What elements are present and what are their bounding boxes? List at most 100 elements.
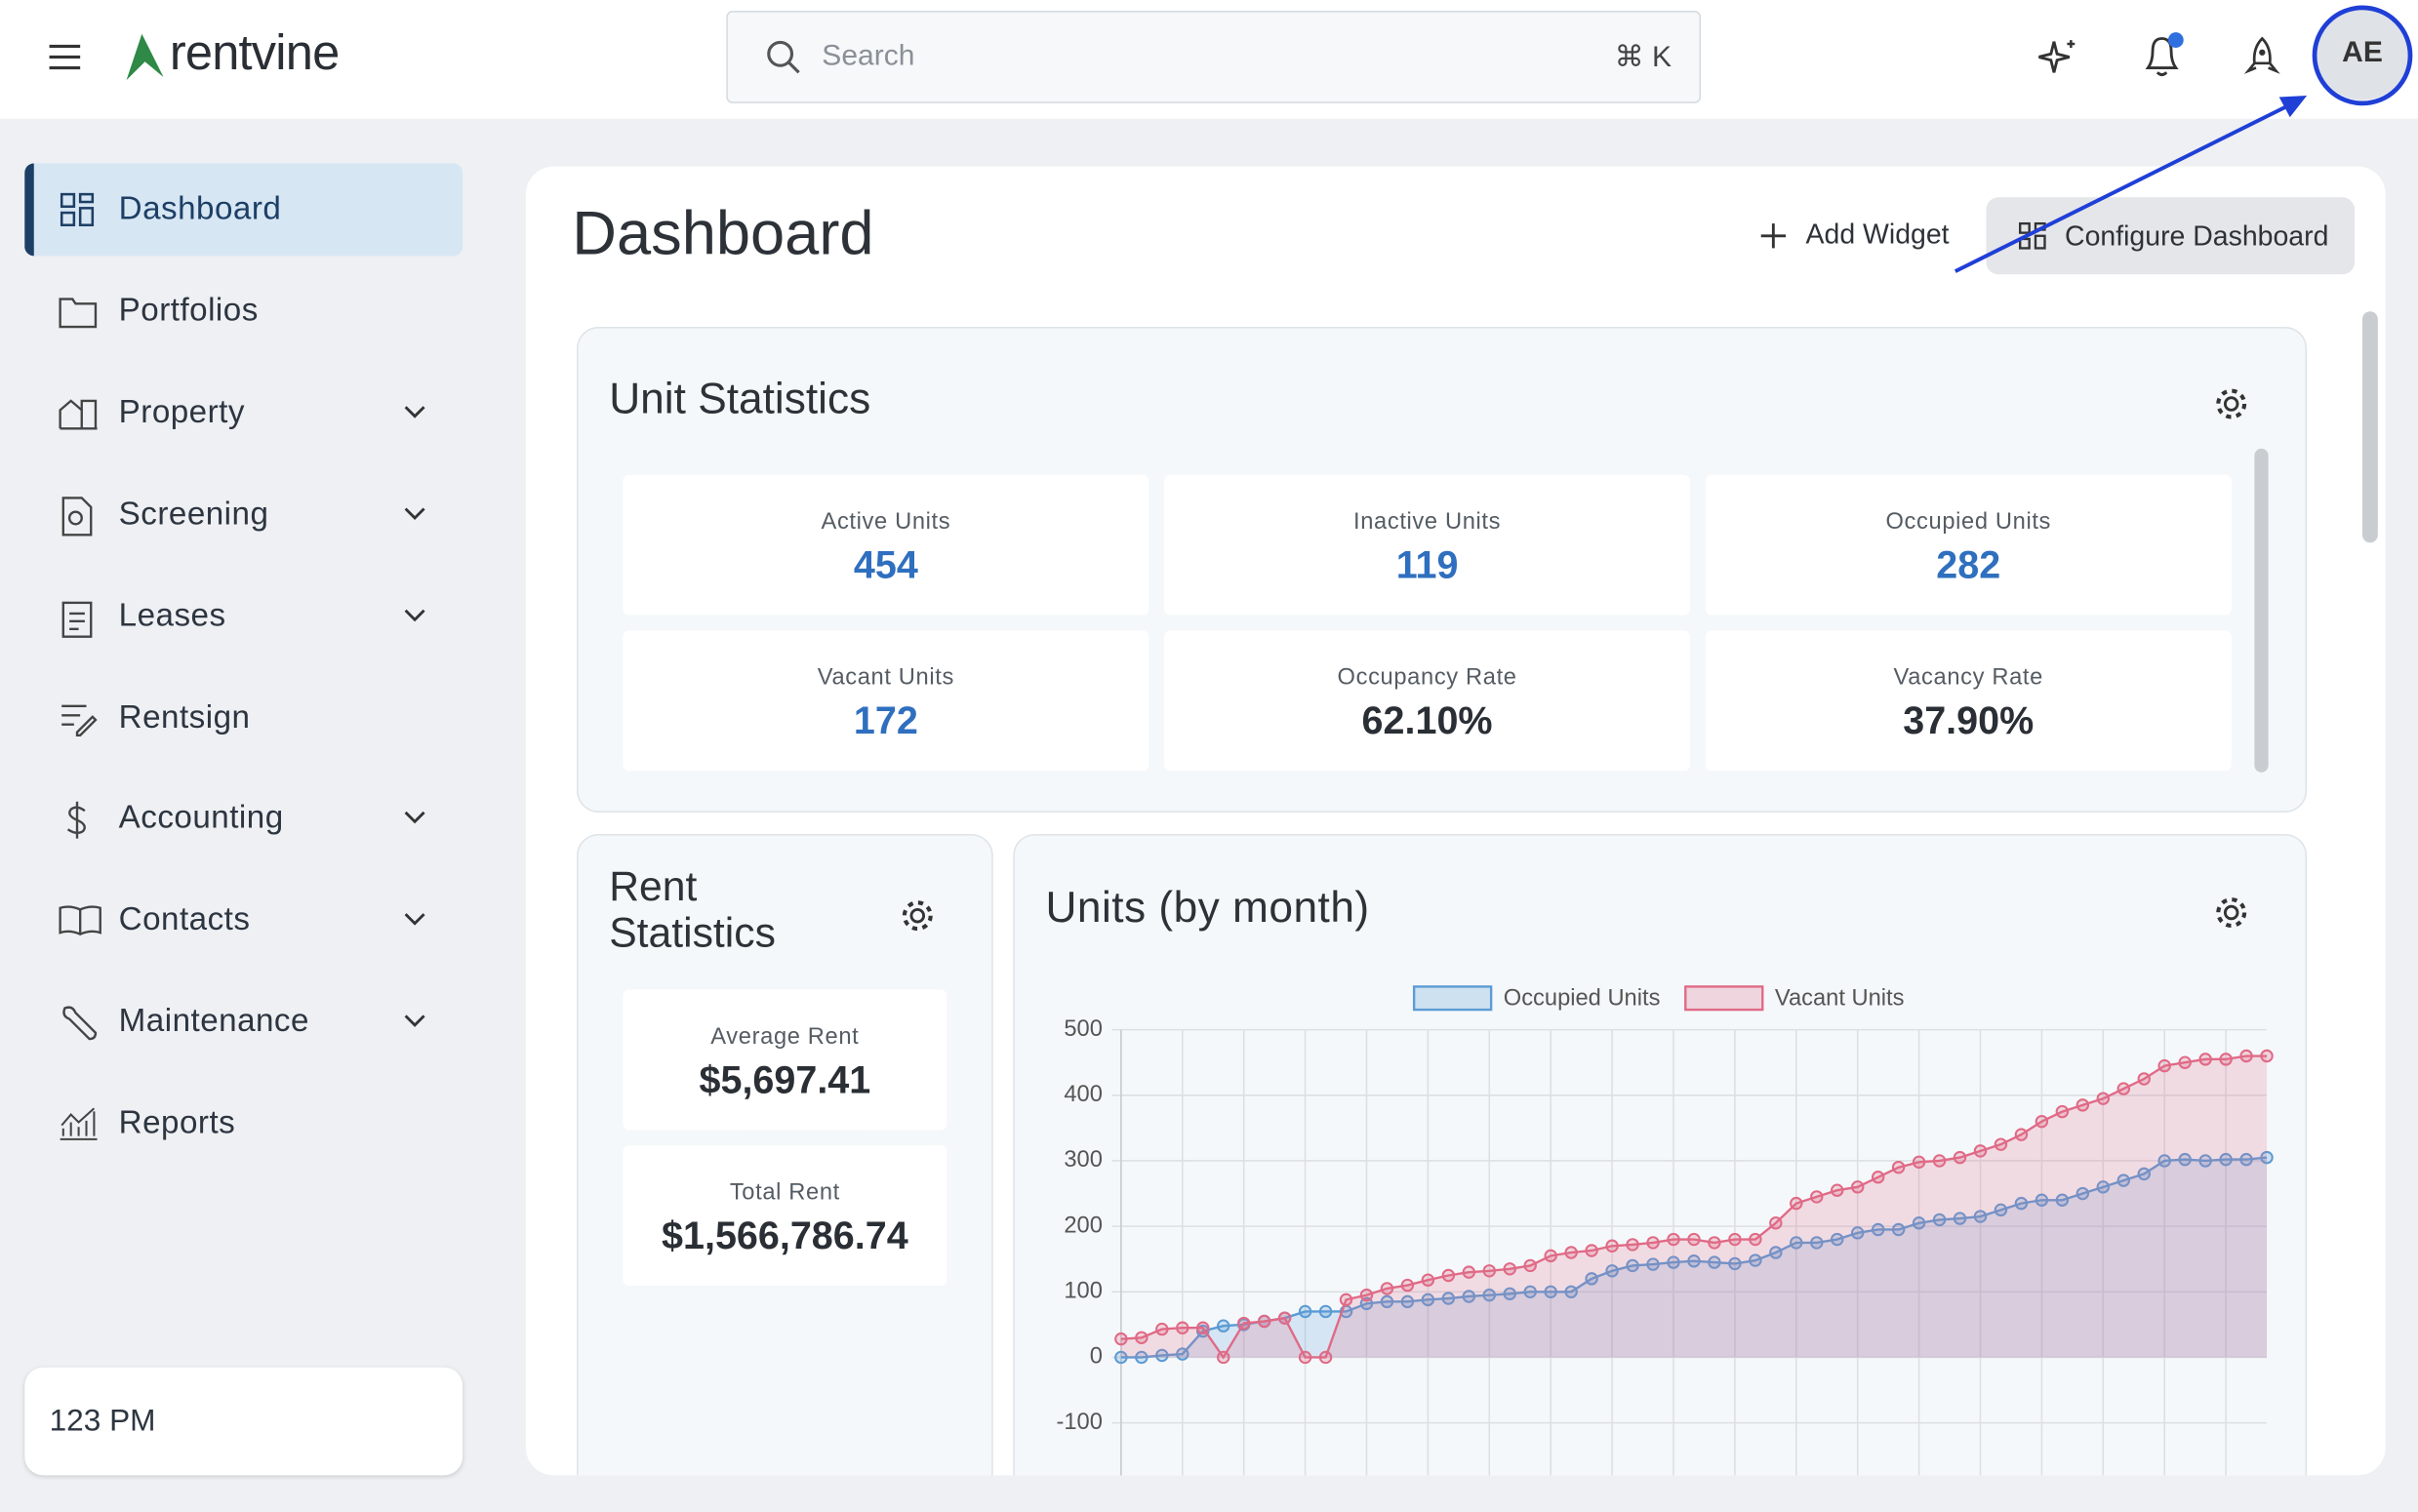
data-point	[1114, 1350, 1128, 1365]
data-point	[1155, 1348, 1169, 1363]
data-point	[1400, 1294, 1415, 1309]
data-point	[2035, 1193, 2049, 1207]
stat-label: Vacancy Rate	[1893, 664, 2043, 691]
notifications-button[interactable]	[2140, 31, 2186, 81]
logo[interactable]: rentvine	[169, 24, 340, 81]
nav-icon	[61, 497, 93, 537]
data-point	[1523, 1285, 1537, 1299]
stat-label: Average Rent	[710, 1023, 860, 1051]
stat-label: Vacant Units	[817, 664, 954, 691]
data-point	[1564, 1246, 1578, 1259]
data-point	[2116, 1082, 2130, 1095]
configure-label: Configure Dashboard	[2065, 219, 2329, 251]
data-point	[1196, 1321, 1210, 1334]
scrollbar[interactable]	[2254, 448, 2269, 773]
settings-button[interactable]	[899, 897, 936, 935]
data-point	[1708, 1255, 1721, 1269]
stat-card: Occupancy Rate 62.10%	[1164, 630, 1691, 772]
data-point	[1831, 1183, 1844, 1197]
nav-label: Maintenance	[118, 1003, 309, 1040]
account-box[interactable]: 123 PM	[24, 1367, 463, 1476]
chevron	[404, 1015, 425, 1027]
data-point	[2014, 1196, 2029, 1211]
stat-card: Vacant Units 172	[623, 630, 1149, 772]
stat-label: Occupied Units	[1885, 508, 2052, 536]
data-point	[1871, 1222, 1885, 1237]
nav-item[interactable]: Rentsign	[24, 672, 463, 765]
nav-item[interactable]: Screening	[24, 468, 463, 561]
nav-icon	[66, 801, 86, 839]
data-point	[2157, 1058, 2171, 1073]
nav-item[interactable]: Leases	[24, 571, 463, 663]
avatar[interactable]: AE	[2316, 7, 2409, 100]
data-point	[1503, 1287, 1516, 1301]
nav-icon	[59, 298, 98, 329]
data-point	[1605, 1239, 1619, 1253]
data-point	[1482, 1264, 1497, 1278]
data-point	[1216, 1350, 1230, 1365]
data-point	[1728, 1256, 1742, 1271]
data-point	[2178, 1055, 2192, 1069]
y-tick-label: 0	[1090, 1344, 1103, 1370]
data-point	[1749, 1232, 1762, 1247]
data-point	[2137, 1167, 2151, 1181]
data-point	[2055, 1193, 2070, 1207]
data-point	[2260, 1150, 2274, 1165]
data-point	[1831, 1232, 1844, 1247]
data-point	[2035, 1114, 2049, 1129]
data-point	[1605, 1264, 1619, 1278]
chevron	[404, 406, 425, 418]
data-point	[1359, 1288, 1374, 1302]
data-point	[1790, 1236, 1803, 1250]
nav-item[interactable]: Portfolios	[24, 265, 463, 358]
data-point	[1482, 1288, 1497, 1302]
legend-label: Vacant Units	[1775, 985, 1905, 1011]
y-tick-label: -100	[1056, 1410, 1102, 1435]
data-point	[1769, 1246, 1783, 1259]
stat-card: Active Units 454	[623, 474, 1149, 616]
series-area	[1120, 1055, 2268, 1358]
settings-button[interactable]	[2213, 385, 2250, 422]
data-point	[1626, 1238, 1639, 1252]
y-tick-label: 100	[1064, 1279, 1103, 1304]
stat-value: 172	[853, 699, 918, 743]
configure-button[interactable]: Configure Dashboard	[1986, 197, 2356, 275]
nav-item[interactable]: Contacts	[24, 874, 463, 967]
nav-icon	[60, 1107, 98, 1140]
data-point	[2157, 1154, 2171, 1168]
data-point	[2239, 1049, 2253, 1063]
ai-button[interactable]	[2038, 37, 2078, 77]
add-widget-button[interactable]: Add Widget	[1759, 219, 1950, 251]
scrollbar[interactable]	[2362, 311, 2378, 543]
data-point	[1441, 1268, 1456, 1283]
nav-item[interactable]: Maintenance	[24, 975, 463, 1068]
data-point	[1912, 1216, 1926, 1230]
launch-button[interactable]	[2243, 35, 2280, 78]
search-box[interactable]: Search ⌘ K	[726, 11, 1702, 103]
nav-item[interactable]: Dashboard	[24, 163, 463, 257]
data-point	[1728, 1232, 1742, 1247]
data-point	[2198, 1154, 2212, 1168]
y-tick-label: 200	[1064, 1213, 1103, 1238]
y-tick-label: 300	[1064, 1147, 1103, 1173]
nav-label: Reports	[118, 1105, 236, 1141]
nav-item[interactable]: Accounting	[24, 773, 463, 865]
settings-button[interactable]	[2213, 895, 2250, 932]
nav-icon	[62, 1006, 98, 1041]
data-point	[1687, 1232, 1701, 1247]
data-point	[2219, 1152, 2233, 1167]
stat-value: 119	[1395, 543, 1459, 588]
stat-label: Active Units	[821, 508, 951, 536]
data-point	[1236, 1316, 1251, 1331]
nav-icon	[60, 192, 95, 226]
series-line	[1120, 1156, 2268, 1359]
stat-card: Vacancy Rate 37.90%	[1705, 630, 2232, 772]
menu-button[interactable]	[46, 42, 83, 73]
data-point	[1585, 1244, 1598, 1257]
data-point	[1810, 1190, 1824, 1204]
plus-icon	[1760, 222, 1786, 248]
nav-item[interactable]: Property	[24, 367, 463, 459]
nav-item[interactable]: Reports	[24, 1078, 463, 1171]
data-point	[2219, 1053, 2233, 1066]
